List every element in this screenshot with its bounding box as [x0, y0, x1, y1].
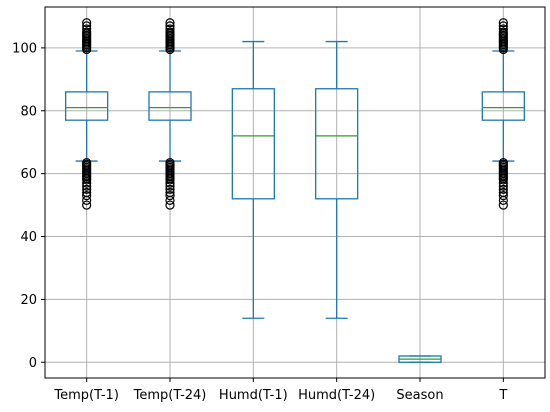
outlier-point — [498, 158, 508, 168]
iqr-box — [231, 88, 275, 200]
x-tick-label: Season — [396, 388, 443, 403]
outlier-point — [82, 191, 92, 201]
x-tick-labels: Temp(T-1) Temp(T-24) Humd(T-1) Humd(T-24) Se… — [53, 388, 507, 403]
iqr-box — [65, 91, 109, 121]
x-tick-label: T — [498, 388, 507, 403]
box-humd-t-24 — [315, 40, 359, 319]
plot-area-frame — [44, 6, 546, 379]
box-humd-t-1 — [231, 40, 275, 319]
y-tick-label: 40 — [20, 230, 37, 245]
outlier-point — [498, 200, 508, 210]
outlier-point — [82, 187, 92, 198]
y-tick-label: 80 — [20, 104, 37, 119]
box-temp-t-24 — [148, 18, 192, 210]
outlier-point — [165, 24, 175, 34]
outlier-point — [82, 18, 92, 28]
outlier-point — [82, 184, 92, 194]
y-tick-label: 0 — [29, 356, 37, 371]
x-tick-label: Temp(T-24) — [133, 388, 207, 403]
outlier-point — [82, 24, 92, 34]
x-tick-label: Humd(T-1) — [219, 388, 288, 403]
outlier-point — [165, 21, 175, 31]
grid-lines — [45, 7, 545, 378]
y-tick-labels: 0 20 40 60 80 100 — [12, 41, 37, 370]
outlier-point — [165, 187, 175, 198]
outlier-point — [165, 184, 175, 194]
box-t — [481, 18, 525, 210]
outlier-point — [498, 24, 508, 34]
tick-marks — [41, 47, 504, 382]
x-tick-label: Humd(T-24) — [298, 388, 375, 403]
outlier-point — [82, 27, 92, 37]
outlier-point — [165, 200, 175, 210]
boxes — [65, 18, 525, 363]
iqr-box — [148, 91, 192, 121]
outlier-point — [82, 21, 92, 31]
iqr-box — [315, 88, 359, 200]
y-tick-label: 100 — [12, 41, 37, 56]
box-season — [398, 355, 442, 363]
outlier-point — [82, 158, 92, 168]
outlier-point — [165, 18, 175, 28]
outlier-point — [165, 158, 175, 168]
outlier-point — [165, 27, 175, 37]
y-tick-label: 20 — [20, 293, 37, 308]
outlier-point — [165, 191, 175, 201]
outlier-point — [498, 27, 508, 37]
outlier-point — [498, 191, 508, 201]
outlier-point — [498, 187, 508, 198]
outlier-point — [498, 18, 508, 28]
outlier-point — [82, 200, 92, 210]
box-temp-t-1 — [65, 18, 109, 210]
outlier-point — [498, 184, 508, 194]
x-tick-label: Temp(T-1) — [53, 388, 119, 403]
iqr-box — [481, 91, 525, 121]
y-tick-label: 60 — [20, 167, 37, 182]
outlier-point — [498, 21, 508, 31]
